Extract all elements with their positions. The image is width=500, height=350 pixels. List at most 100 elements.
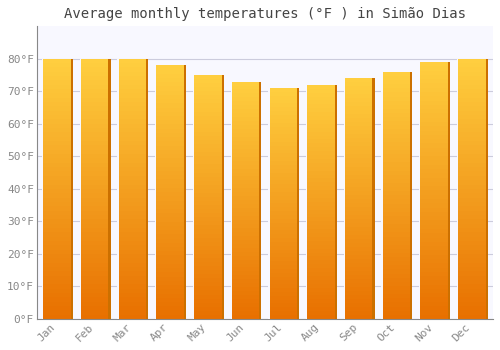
Bar: [344, 239, 374, 243]
Bar: [42, 310, 73, 315]
Bar: [260, 82, 262, 319]
Bar: [457, 180, 488, 184]
Bar: [344, 178, 374, 183]
Bar: [42, 124, 73, 128]
Bar: [193, 233, 224, 238]
Bar: [382, 100, 412, 105]
Bar: [344, 187, 374, 190]
Bar: [193, 99, 224, 104]
Bar: [344, 146, 374, 150]
Bar: [306, 217, 337, 221]
Bar: [80, 306, 110, 310]
Bar: [268, 104, 299, 107]
Bar: [344, 275, 374, 279]
Bar: [155, 65, 186, 70]
Bar: [155, 82, 186, 86]
Bar: [118, 146, 148, 150]
Bar: [382, 282, 412, 286]
Bar: [306, 202, 337, 206]
Bar: [80, 180, 110, 184]
Bar: [42, 224, 73, 228]
Bar: [80, 163, 110, 167]
Bar: [42, 115, 73, 119]
Bar: [457, 150, 488, 154]
Bar: [382, 109, 412, 113]
Bar: [118, 237, 148, 241]
Bar: [306, 194, 337, 198]
Bar: [419, 238, 450, 242]
Bar: [457, 159, 488, 163]
Bar: [42, 159, 73, 163]
Bar: [382, 261, 412, 265]
Bar: [42, 180, 73, 184]
Bar: [155, 180, 186, 184]
Bar: [457, 193, 488, 197]
Bar: [382, 154, 412, 158]
Bar: [306, 248, 337, 253]
Bar: [457, 288, 488, 293]
Bar: [230, 287, 262, 291]
Bar: [193, 270, 224, 274]
Bar: [419, 96, 450, 100]
Bar: [382, 212, 412, 216]
Bar: [80, 258, 110, 262]
Bar: [155, 285, 186, 289]
Bar: [193, 217, 224, 221]
Bar: [306, 147, 337, 151]
Bar: [118, 245, 148, 250]
Bar: [230, 164, 262, 169]
Bar: [457, 219, 488, 224]
Bar: [118, 219, 148, 224]
Bar: [80, 197, 110, 202]
Bar: [382, 228, 412, 232]
Bar: [419, 62, 450, 66]
Bar: [306, 128, 337, 132]
Bar: [419, 272, 450, 276]
Bar: [306, 116, 337, 120]
Bar: [344, 106, 374, 110]
Bar: [344, 183, 374, 187]
Bar: [118, 102, 148, 106]
Bar: [118, 98, 148, 102]
Bar: [42, 72, 73, 76]
Bar: [80, 128, 110, 133]
Bar: [155, 125, 186, 129]
Bar: [344, 243, 374, 247]
Bar: [268, 192, 299, 196]
Bar: [155, 306, 186, 310]
Bar: [457, 80, 488, 85]
Bar: [155, 289, 186, 294]
Bar: [42, 102, 73, 106]
Bar: [80, 297, 110, 302]
Bar: [457, 262, 488, 267]
Bar: [42, 76, 73, 80]
Bar: [457, 85, 488, 89]
Bar: [193, 112, 224, 116]
Bar: [268, 165, 299, 169]
Bar: [457, 106, 488, 111]
Bar: [382, 199, 412, 204]
Bar: [268, 173, 299, 176]
Bar: [42, 167, 73, 172]
Bar: [306, 284, 337, 288]
Bar: [344, 263, 374, 267]
Bar: [382, 265, 412, 270]
Bar: [344, 82, 374, 86]
Bar: [193, 258, 224, 262]
Bar: [118, 80, 148, 85]
Bar: [42, 315, 73, 319]
Bar: [193, 152, 224, 156]
Bar: [382, 84, 412, 88]
Bar: [118, 172, 148, 176]
Bar: [42, 133, 73, 137]
Bar: [344, 295, 374, 299]
Bar: [155, 276, 186, 281]
Bar: [268, 176, 299, 180]
Bar: [457, 310, 488, 315]
Bar: [80, 72, 110, 76]
Bar: [155, 264, 186, 268]
Bar: [80, 80, 110, 85]
Bar: [419, 118, 450, 122]
Bar: [42, 202, 73, 206]
Bar: [382, 195, 412, 199]
